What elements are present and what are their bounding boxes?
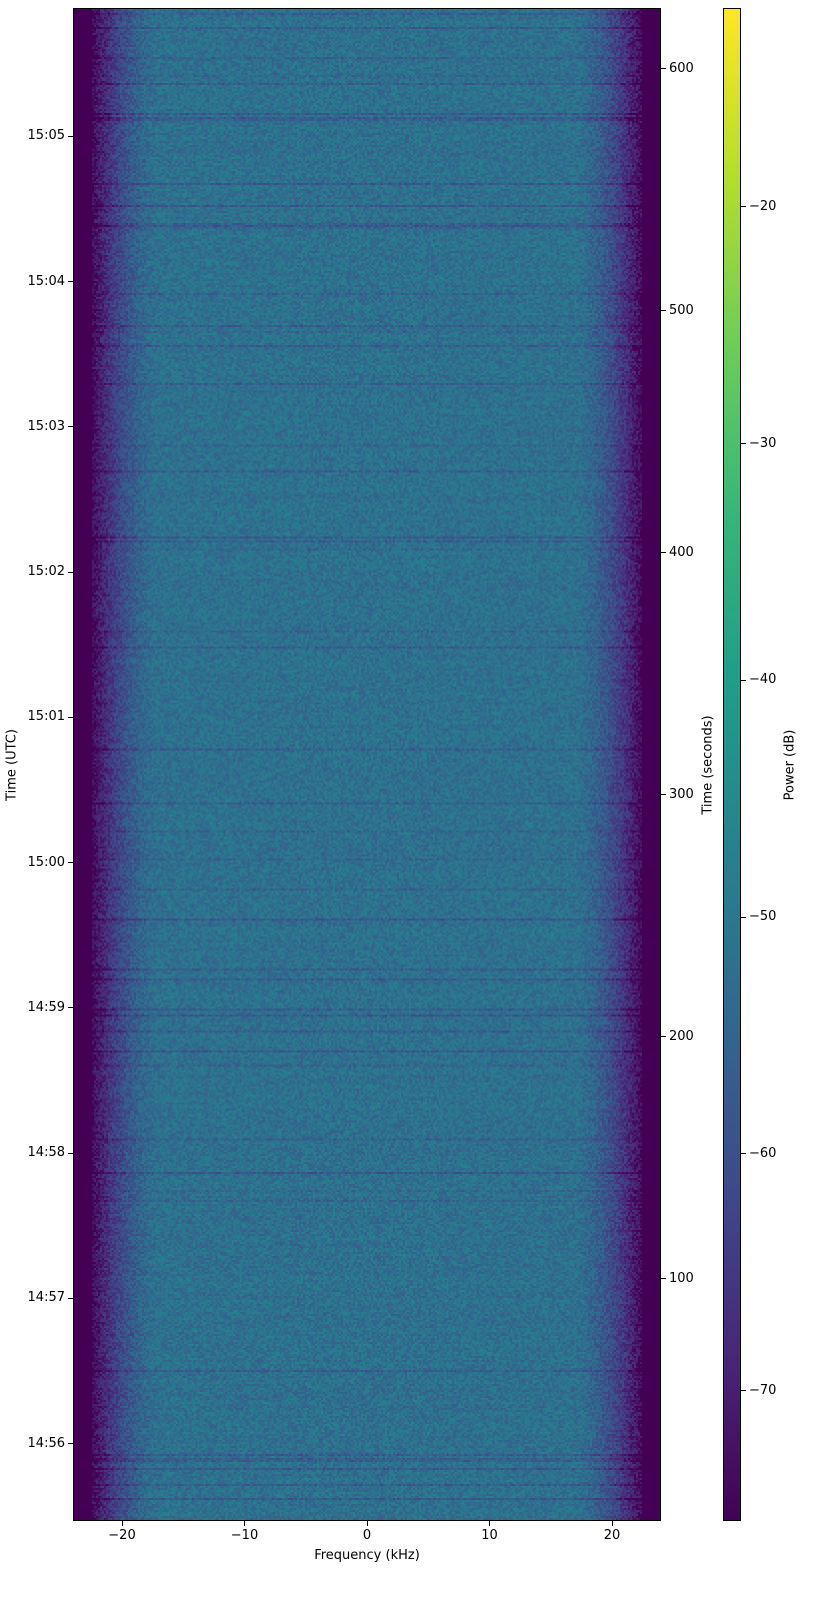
colorbar-tick-label: −40 bbox=[749, 673, 776, 687]
colorbar-tick-label: −20 bbox=[749, 200, 776, 214]
x-tick-label: −10 bbox=[231, 1529, 258, 1543]
y-right-tick-label: 400 bbox=[669, 546, 694, 560]
colorbar-tick bbox=[741, 206, 746, 207]
colorbar-tick-label: −60 bbox=[749, 1147, 776, 1161]
y-left-tick-label: 15:03 bbox=[28, 420, 65, 434]
y-left-tick-label: 14:57 bbox=[28, 1291, 65, 1305]
colorbar-tick bbox=[741, 1153, 746, 1154]
colorbar-tick-label: −50 bbox=[749, 910, 776, 924]
y-left-tick-label: 15:02 bbox=[28, 565, 65, 579]
y-right-tick-label: 500 bbox=[669, 304, 694, 318]
spectrogram-plot bbox=[73, 8, 661, 1521]
y-axis-left-label: Time (UTC) bbox=[5, 729, 20, 801]
y-left-tick bbox=[68, 1298, 73, 1299]
x-tick-label: 0 bbox=[363, 1529, 371, 1543]
y-left-tick bbox=[68, 1007, 73, 1008]
x-tick-label: 10 bbox=[481, 1529, 498, 1543]
x-tick bbox=[367, 1521, 368, 1526]
colorbar-tick bbox=[741, 917, 746, 918]
y-right-tick bbox=[661, 68, 666, 69]
y-right-tick bbox=[661, 552, 666, 553]
y-left-tick-label: 15:04 bbox=[28, 275, 65, 289]
y-left-tick-label: 14:58 bbox=[28, 1146, 65, 1160]
colorbar-tick-label: −30 bbox=[749, 437, 776, 451]
y-right-tick-label: 300 bbox=[669, 788, 694, 802]
colorbar-tick bbox=[741, 680, 746, 681]
x-tick bbox=[489, 1521, 490, 1526]
y-left-tick bbox=[68, 862, 73, 863]
colorbar-tick-label: −70 bbox=[749, 1384, 776, 1398]
x-tick-label: −20 bbox=[108, 1529, 135, 1543]
y-right-tick bbox=[661, 794, 666, 795]
y-left-tick bbox=[68, 1153, 73, 1154]
y-left-tick-label: 15:00 bbox=[28, 856, 65, 870]
y-right-tick bbox=[661, 1036, 666, 1037]
y-left-tick bbox=[68, 281, 73, 282]
x-tick-label: 20 bbox=[604, 1529, 621, 1543]
y-axis-right-label: Time (seconds) bbox=[701, 715, 716, 814]
y-left-tick-label: 14:59 bbox=[28, 1001, 65, 1015]
y-left-tick bbox=[68, 1443, 73, 1444]
y-right-tick bbox=[661, 310, 666, 311]
x-tick bbox=[122, 1521, 123, 1526]
colorbar-tick bbox=[741, 443, 746, 444]
spectrogram-image bbox=[74, 9, 660, 1520]
y-left-tick bbox=[68, 136, 73, 137]
x-tick bbox=[612, 1521, 613, 1526]
colorbar-tick bbox=[741, 1390, 746, 1391]
y-left-tick-label: 15:05 bbox=[28, 129, 65, 143]
y-right-tick-label: 100 bbox=[669, 1272, 694, 1286]
x-tick bbox=[244, 1521, 245, 1526]
x-axis-label: Frequency (kHz) bbox=[314, 1549, 420, 1563]
y-right-tick-label: 600 bbox=[669, 62, 694, 76]
colorbar bbox=[723, 8, 741, 1521]
y-left-tick bbox=[68, 426, 73, 427]
y-left-tick bbox=[68, 572, 73, 573]
y-right-tick bbox=[661, 1278, 666, 1279]
y-left-tick bbox=[68, 717, 73, 718]
colorbar-label: Power (dB) bbox=[783, 730, 798, 801]
y-left-tick-label: 14:56 bbox=[28, 1437, 65, 1451]
y-right-tick-label: 200 bbox=[669, 1030, 694, 1044]
y-left-tick-label: 15:01 bbox=[28, 710, 65, 724]
